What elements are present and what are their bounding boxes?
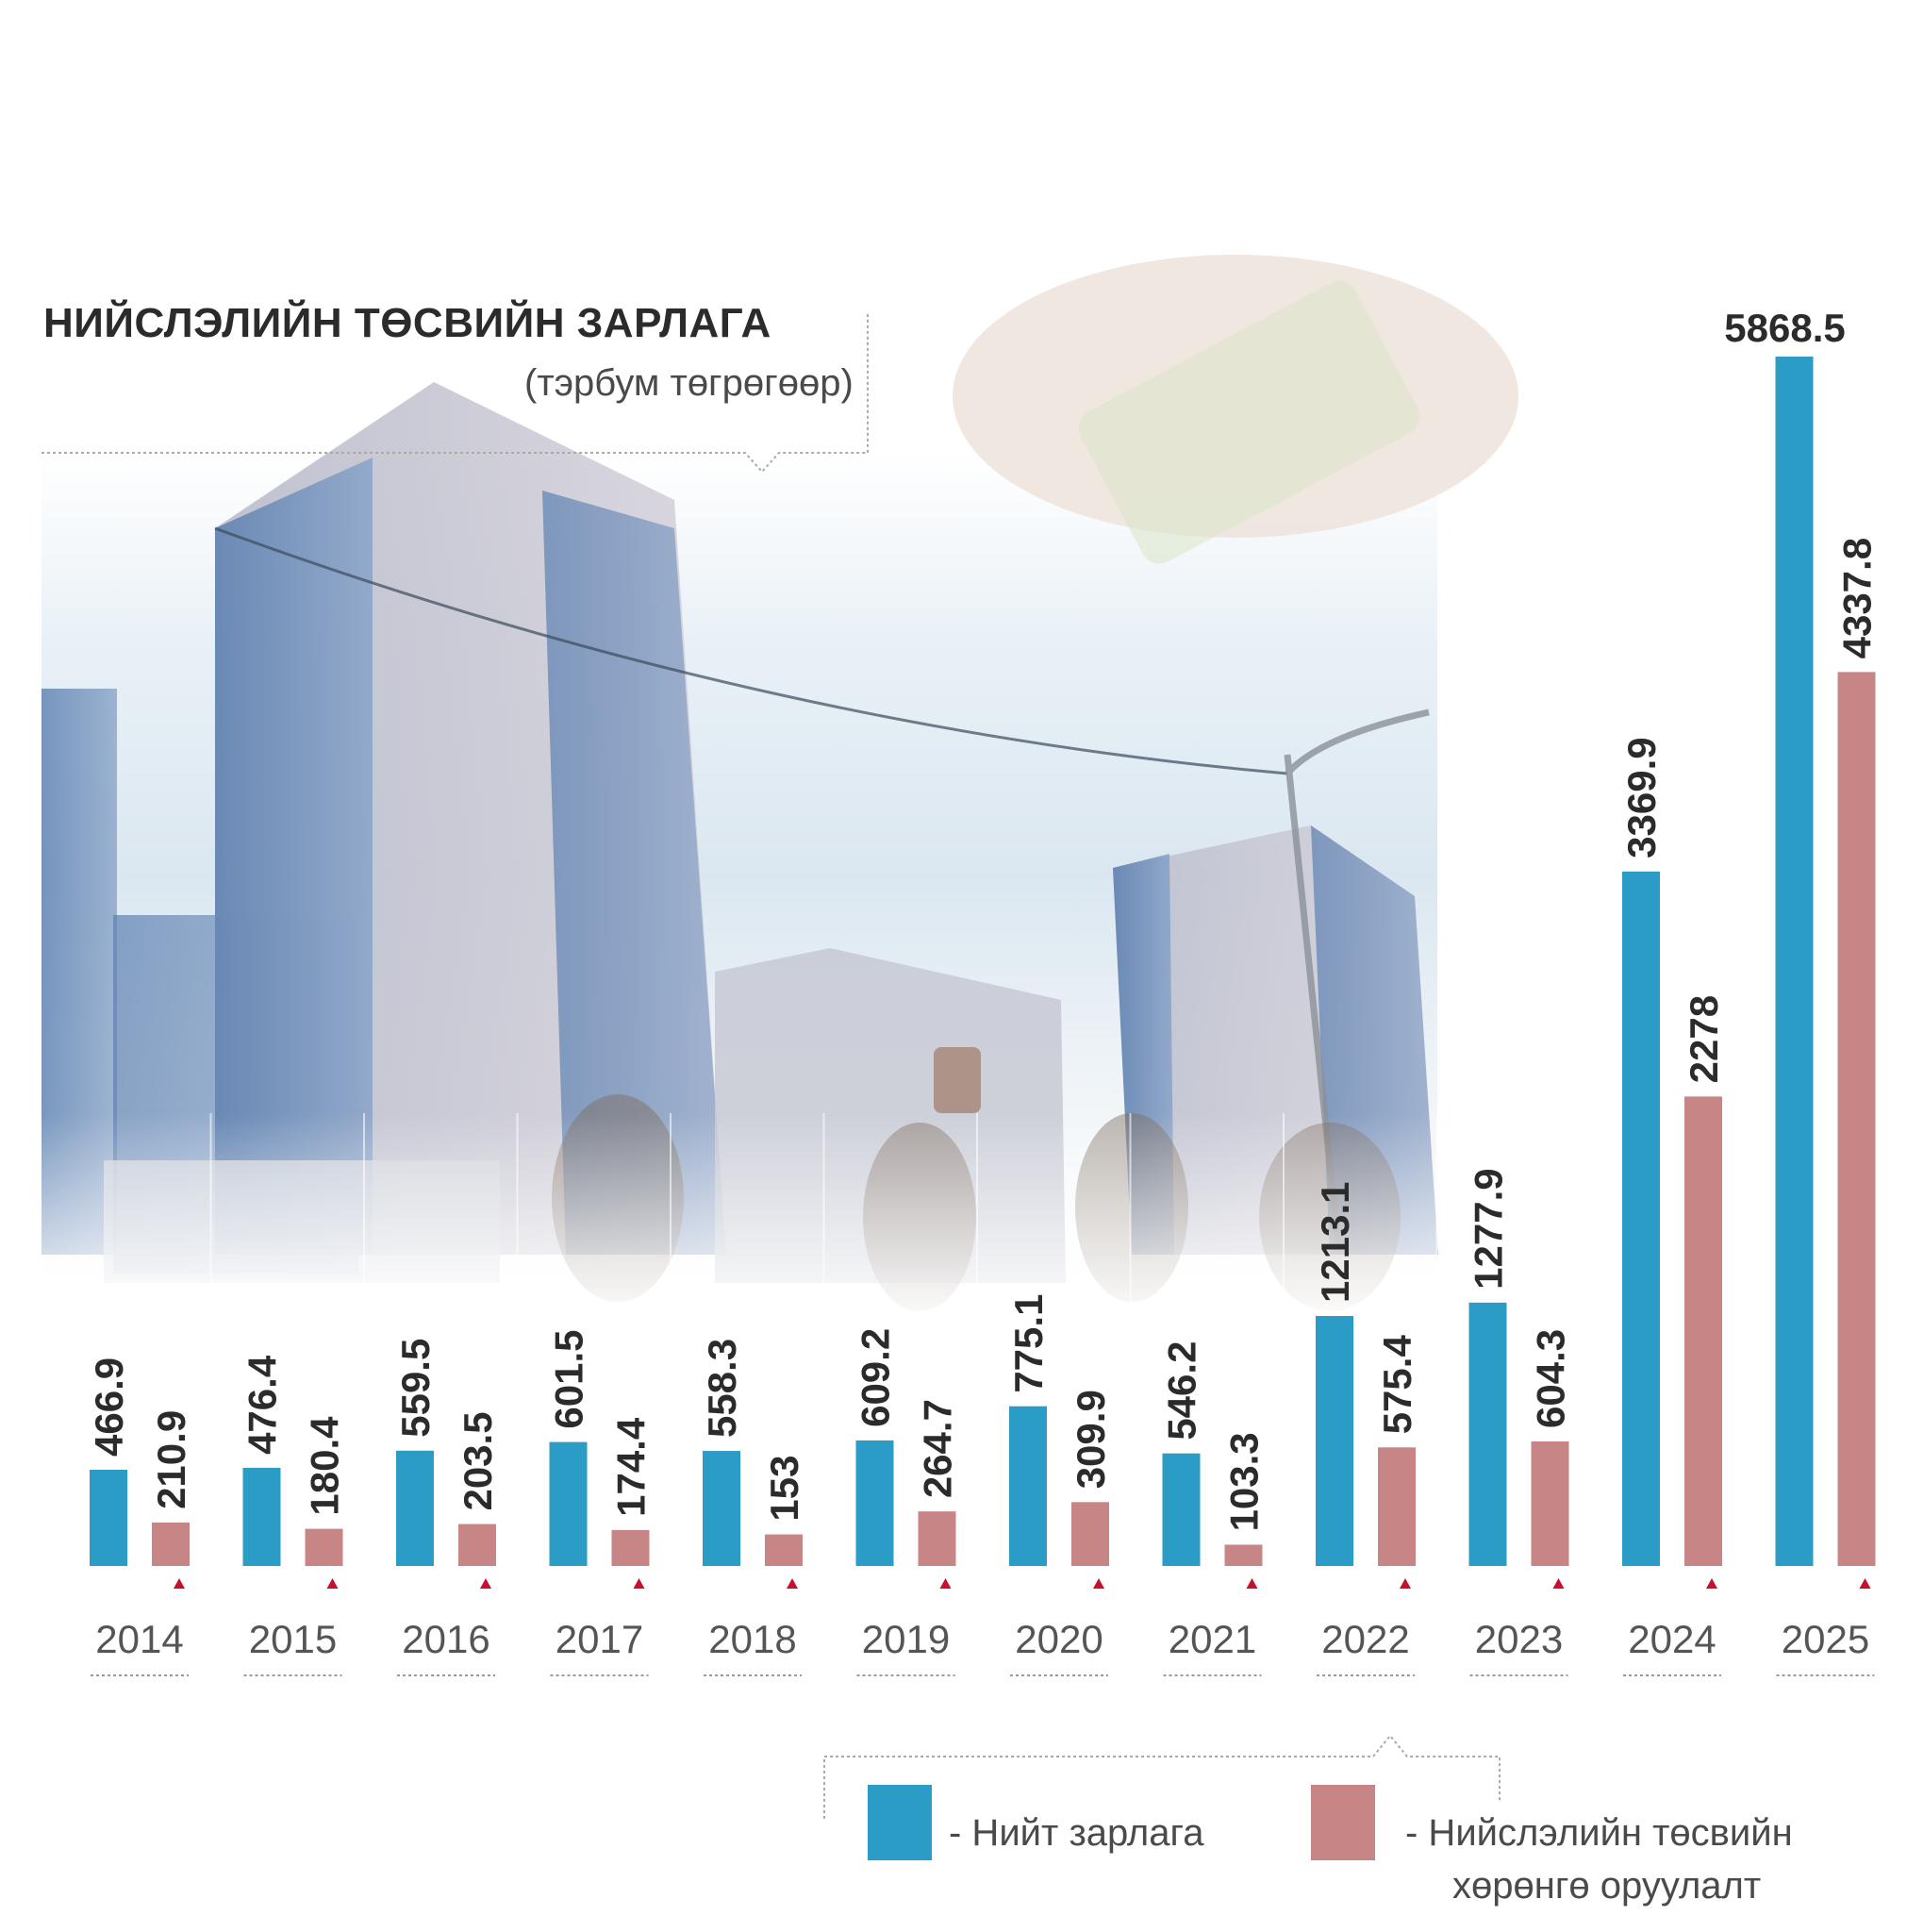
bar-investment	[1837, 672, 1876, 1566]
bar-total	[396, 1450, 434, 1566]
marker-triangle	[1706, 1578, 1717, 1589]
x-tick-label: 2023	[1475, 1617, 1563, 1661]
x-tick-label: 2024	[1628, 1617, 1716, 1661]
value-label-investment: 203.5	[456, 1411, 500, 1510]
x-tick-label: 2015	[249, 1617, 337, 1661]
x-tick-label: 2019	[862, 1617, 950, 1661]
value-label-investment: 575.4	[1375, 1335, 1419, 1435]
bar-investment	[305, 1528, 343, 1566]
value-label-total: 1213.1	[1313, 1182, 1357, 1303]
marker-triangle	[787, 1578, 798, 1589]
marker-triangle	[1093, 1578, 1104, 1589]
marker-triangle	[1400, 1578, 1411, 1589]
value-label-investment: 264.7	[916, 1399, 960, 1498]
chart-title: НИЙСЛЭЛИЙН ТӨСВИЙН ЗАРЛАГА	[43, 300, 771, 346]
bar-total	[703, 1451, 740, 1566]
bar-total	[549, 1441, 588, 1566]
bar-total	[1622, 871, 1660, 1566]
value-label-total: 1277.9	[1467, 1168, 1511, 1289]
x-tick-label: 2016	[402, 1617, 489, 1661]
value-label-investment: 309.9	[1069, 1390, 1113, 1489]
bar-investment	[611, 1529, 650, 1566]
x-tick-label: 2021	[1169, 1617, 1256, 1661]
value-label-investment: 174.4	[609, 1417, 654, 1517]
bar-investment	[1378, 1447, 1416, 1566]
value-label-total: 558.3	[700, 1339, 744, 1438]
bar-investment	[918, 1511, 956, 1566]
legend-total-swatch	[868, 1785, 932, 1860]
bar-investment	[1684, 1096, 1722, 1566]
x-tick-label: 2018	[708, 1617, 796, 1661]
bar-total	[1468, 1302, 1507, 1566]
bar-investment	[458, 1524, 496, 1566]
x-tick-label: 2014	[95, 1617, 183, 1661]
value-label-total: 601.5	[547, 1329, 591, 1428]
marker-triangle	[480, 1578, 491, 1589]
marker-triangle	[939, 1578, 952, 1589]
bar-total	[1775, 357, 1814, 1566]
x-tick-label: 2017	[556, 1617, 643, 1661]
bar-investment	[1531, 1441, 1569, 1566]
bar-total	[90, 1470, 127, 1566]
value-label-total: 5868.5	[1724, 306, 1845, 350]
marker-triangle	[1859, 1578, 1871, 1589]
bar-investment	[1224, 1544, 1263, 1566]
bar-total	[1316, 1315, 1353, 1566]
value-label-investment: 180.4	[303, 1416, 347, 1516]
value-label-total: 775.1	[1006, 1294, 1051, 1393]
value-label-investment: 210.9	[149, 1410, 193, 1509]
value-label-investment: 4337.8	[1835, 538, 1880, 658]
x-tick-label: 2025	[1782, 1617, 1869, 1661]
marker-triangle	[326, 1578, 339, 1589]
value-label-total: 3369.9	[1619, 737, 1664, 858]
legend-callout-line	[823, 1734, 1501, 1819]
x-tick-label: 2022	[1321, 1617, 1409, 1661]
value-label-total: 609.2	[854, 1328, 898, 1427]
value-label-total: 546.2	[1160, 1341, 1204, 1441]
marker-triangle	[174, 1578, 185, 1589]
legend-investment-label-line2: хөрөнгө оруулалт	[1452, 1865, 1762, 1907]
legend-investment-label-line1: - Нийслэлийн төсвийн	[1405, 1812, 1793, 1854]
x-tick-label: 2020	[1015, 1617, 1103, 1661]
bar-total	[242, 1467, 281, 1566]
bar-total	[855, 1440, 894, 1566]
legend-investment-swatch	[1311, 1785, 1375, 1860]
value-label-investment: 153	[762, 1455, 806, 1521]
marker-triangle	[1246, 1578, 1258, 1589]
value-label-total: 476.4	[240, 1355, 285, 1455]
marker-triangle	[1552, 1578, 1565, 1589]
chart-subtitle: (тэрбум төгрөгөөр)	[524, 362, 854, 404]
value-label-investment: 2278	[1682, 995, 1726, 1083]
power-wire	[214, 526, 1288, 775]
bar-investment	[765, 1534, 803, 1566]
marker-triangle	[633, 1578, 645, 1589]
legend-total-label: - Нийт зарлага	[949, 1812, 1204, 1854]
value-label-total: 559.5	[393, 1339, 438, 1438]
value-label-total: 466.9	[87, 1357, 131, 1457]
bar-investment	[152, 1522, 190, 1566]
bar-total	[1009, 1406, 1047, 1566]
value-label-investment: 604.3	[1529, 1329, 1573, 1428]
value-label-investment: 103.3	[1222, 1432, 1267, 1531]
bar-total	[1162, 1453, 1201, 1566]
bar-investment	[1071, 1502, 1109, 1566]
title-callout-line	[41, 311, 869, 474]
